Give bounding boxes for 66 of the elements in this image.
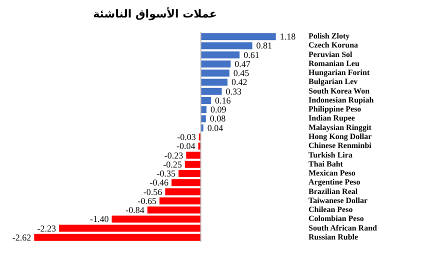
bar [172,179,201,186]
bar [200,96,211,104]
y-tick-label: Brazilian Real [308,186,358,196]
y-tick-label: Taiwanese Dollar [308,196,368,205]
bar [198,142,201,150]
y-tick-label: Indian Rupee [308,114,356,123]
bar [112,216,201,223]
y-tick-label: Hong Kong Dollar [308,132,372,141]
y-tick-label: Mexican Peso [308,168,356,178]
bar [200,42,252,50]
data-label: 0.16 [214,95,232,106]
data-label: 0.08 [210,114,226,124]
bar [200,51,240,58]
data-label: 0.47 [234,58,251,69]
data-label: -0.03 [177,132,196,142]
data-label: 0.33 [226,86,242,96]
chart-title: عملات الأسواق الناشئة [93,6,217,20]
data-label: -0.65 [138,196,157,206]
bar [165,188,201,196]
data-label: 0.09 [210,104,227,115]
data-label: 0.81 [256,40,272,51]
data-label: -1.40 [90,214,110,224]
data-label: -0.23 [164,150,184,160]
y-tick-label: South Korea Won [308,86,370,96]
data-label: 0.45 [233,68,250,78]
y-tick-label: Malaysian Ringgit [308,122,372,132]
bar [159,197,201,204]
bar [147,206,201,214]
y-tick-label: Colombian Peso [308,214,364,224]
bar [200,60,231,68]
data-label: -0.35 [156,168,176,179]
data-label: 0.61 [244,50,260,60]
y-tick-label: Thai Baht [308,159,344,168]
y-tick-label: Russian Ruble [308,232,359,242]
y-tick-label: Romanian Leu [308,58,360,68]
y-tick-label: Czech Koruna [308,40,358,50]
bar [200,88,222,95]
y-tick-label: Indonesian Rupiah [308,95,374,104]
data-label: -0.84 [126,205,145,216]
y-tick-label: Turkish Lira [308,150,352,160]
bar [200,33,276,40]
data-label: -0.46 [150,178,170,188]
bar [58,224,201,232]
y-tick-label: Chinese Renminbi [308,141,372,150]
bar [184,160,201,168]
data-label: 0.42 [232,77,248,88]
data-label: -2.62 [12,232,32,242]
y-tick-label: Polish Zloty [308,32,350,41]
bar [200,70,230,77]
data-label: 1.18 [280,32,296,42]
bar [178,170,201,178]
y-tick-label: Philippine Peso [308,104,362,114]
bar [186,152,201,159]
data-label: -0.56 [143,186,163,197]
y-tick-label: Bulgarian Lev [308,77,358,86]
y-tick-label: Argentine Peso [308,178,360,187]
y-tick-label: Chilean Peso [308,205,353,214]
y-tick-label: South African Rand [308,223,378,232]
data-label: -0.04 [176,141,196,152]
y-tick-label: Hungarian Forint [308,68,370,78]
bar [200,78,228,86]
data-label: -2.23 [37,223,56,234]
data-label: 0.04 [207,122,224,133]
bar [34,234,201,241]
y-tick-label: Peruvian Sol [308,50,354,59]
data-label: -0.25 [163,159,182,170]
